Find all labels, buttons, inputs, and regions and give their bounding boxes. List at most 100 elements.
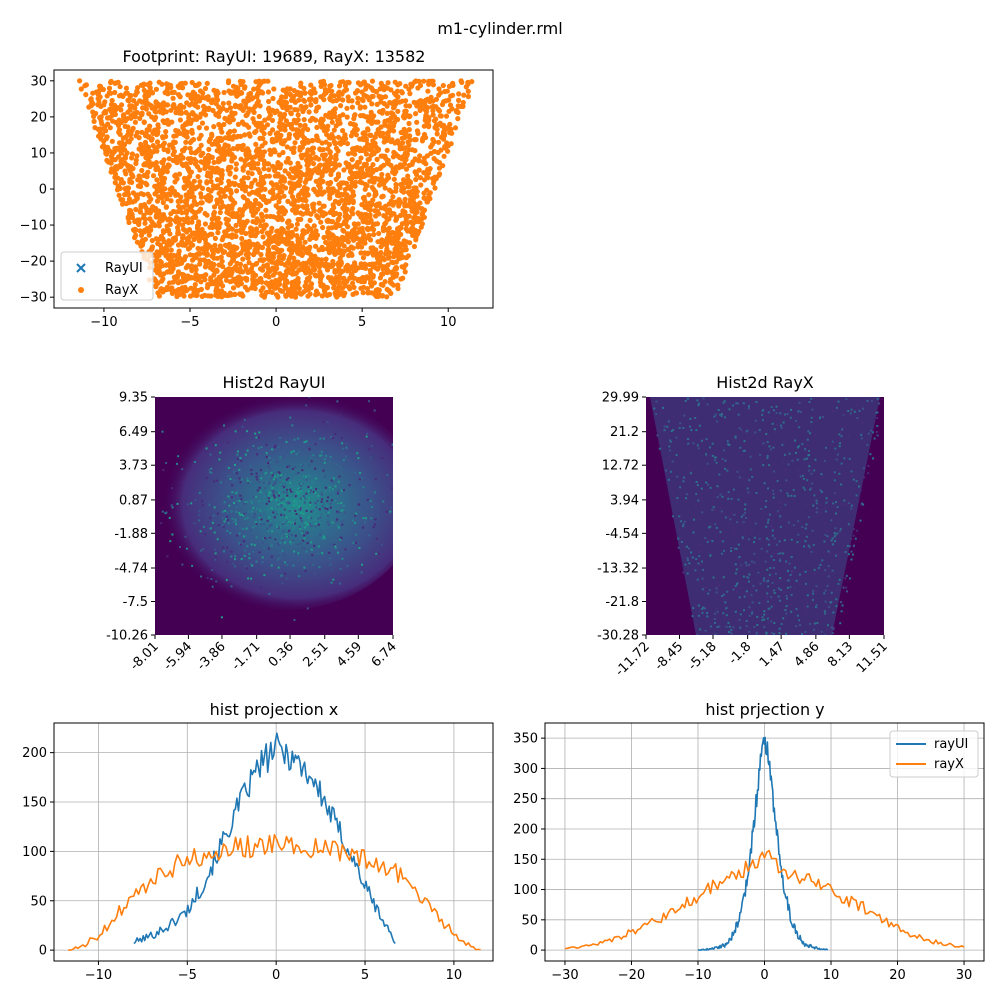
hist2d-rayui-cell <box>262 482 265 484</box>
hist2d-rayx-cell <box>852 528 855 531</box>
rayx-point <box>175 287 182 293</box>
rayx-point <box>376 230 382 237</box>
rayx-point <box>381 87 387 93</box>
rayx-point <box>189 138 195 144</box>
rayx-point <box>421 177 428 183</box>
hist2d-rayx-cell <box>698 543 701 546</box>
rayx-point <box>312 155 318 161</box>
hist2d-rayui-cell <box>239 527 242 530</box>
rayx-point <box>307 291 313 297</box>
hist2d-rayui-cell <box>278 472 281 475</box>
hist2d-rayui-cell <box>310 548 313 551</box>
hist2d-rayui-cell <box>334 547 337 550</box>
rayx-point <box>425 166 431 173</box>
hist2d-rayui-cell <box>212 514 215 517</box>
rayx-point <box>424 173 430 179</box>
hist2d-rayui-cell <box>267 483 270 486</box>
hist2d-rayui-cell <box>359 471 361 474</box>
rayx-point <box>211 211 217 217</box>
hist2d-rayui-cell <box>265 502 268 505</box>
rayx-point <box>361 232 367 238</box>
rayx-point <box>360 97 366 104</box>
hist2d-rayui-cell <box>233 484 235 487</box>
rayx-point <box>146 111 152 117</box>
rayx-point <box>296 267 302 273</box>
rayx-point <box>126 219 132 226</box>
rayx-point <box>417 153 423 159</box>
rayx-point <box>210 107 216 114</box>
rayx-point <box>317 185 323 191</box>
hist2d-rayui-cell <box>162 469 165 471</box>
rayx-point <box>128 115 134 121</box>
hist2d-rayui-cell <box>224 505 227 508</box>
hist2d-rayx-cell <box>774 431 777 434</box>
hist2d-rayui-cell <box>230 550 233 553</box>
rayx-point <box>234 245 240 251</box>
rayx-point <box>293 271 299 277</box>
hist2d-rayui-cell <box>249 516 252 519</box>
hist2d-rayui-cell <box>186 503 189 506</box>
rayx-point <box>319 191 325 197</box>
rayx-point <box>407 103 413 109</box>
rayx-point <box>385 80 391 86</box>
scatter-xtick-label: −5 <box>180 315 199 330</box>
rayx-point <box>446 124 452 130</box>
rayx-point <box>308 82 314 88</box>
hist2d-rayui-cell <box>259 469 262 472</box>
rayx-point <box>366 289 372 296</box>
hist2d-rayui-cell <box>292 491 294 493</box>
scatter-xtick-label: 0 <box>272 315 280 330</box>
rayx-point <box>272 167 278 174</box>
rayx-point <box>366 219 372 225</box>
hist2d-rayui-cell <box>246 501 248 504</box>
rayx-point <box>232 174 238 180</box>
rayx-point <box>186 189 192 195</box>
hist2d-rayui-cell <box>373 409 376 412</box>
hist2d-rayui-cell <box>270 555 273 558</box>
rayx-point <box>308 156 314 162</box>
rayx-point <box>328 171 334 178</box>
rayx-point <box>391 254 397 260</box>
rayx-point <box>171 133 177 139</box>
rayx-point <box>294 209 300 215</box>
rayx-point <box>403 150 409 156</box>
rayx-point <box>283 292 289 298</box>
hist2d-rayui-cell <box>271 474 274 477</box>
rayx-point <box>286 131 292 137</box>
hist2d-rayui-cell <box>198 491 201 494</box>
rayx-point <box>377 275 383 281</box>
hist2d-rayui-cell <box>265 537 268 540</box>
rayx-point <box>164 223 170 229</box>
hist2d-rayui-cell <box>279 456 282 459</box>
rayx-point <box>386 175 392 181</box>
rayx-point <box>411 99 417 105</box>
rayx-point <box>303 210 309 216</box>
hist2d-rayui-cell <box>281 582 284 585</box>
rayx-point <box>137 209 143 215</box>
rayx-point <box>288 111 294 117</box>
rayx-point <box>209 154 215 160</box>
hist2d-rayui-cell <box>300 462 302 464</box>
hist2d-rayui-cell <box>289 540 292 543</box>
hist2d-rayui-cell <box>281 496 284 499</box>
rayx-point <box>122 186 128 192</box>
hist2d-rayx-cell <box>835 501 837 504</box>
rayx-point <box>227 270 233 276</box>
hist2d-rayui-cell <box>214 444 217 447</box>
hist2d-rayui-cell <box>309 501 312 504</box>
hist2d-rayui-cell <box>345 443 348 446</box>
hist2d-rayui-cell <box>327 514 330 517</box>
hist2d-rayui-cell <box>323 458 326 461</box>
hist2d-rayui-cell <box>303 537 306 540</box>
rayx-point <box>165 164 171 170</box>
rayx-point <box>388 110 394 116</box>
hist2d-rayui-cell <box>329 461 332 463</box>
rayx-point <box>270 163 276 169</box>
hist2d-rayx-cell <box>841 604 844 607</box>
hist2d-rayx-cell <box>850 558 853 561</box>
hist2d-rayui-cell <box>308 500 311 503</box>
rayx-point <box>374 148 380 154</box>
rayx-point <box>370 93 376 99</box>
rayx-point <box>113 119 119 125</box>
rayx-point <box>327 149 333 155</box>
